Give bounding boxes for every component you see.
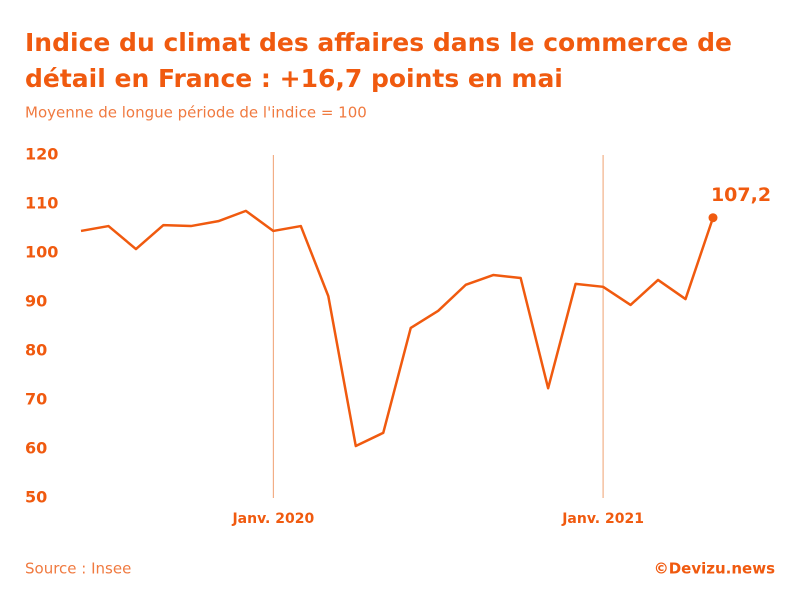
point <box>708 213 718 223</box>
y-tick-label: 90 <box>25 292 47 311</box>
y-tick-label: 110 <box>25 194 58 213</box>
x-tick-label: Janv. 2020 <box>231 511 314 527</box>
y-tick-label: 60 <box>25 439 47 458</box>
x-tick-label: Janv. 2021 <box>561 511 644 527</box>
subtitle: Moyenne de longue période de l'indice = … <box>25 104 367 122</box>
chart-title: détail en France : +16,7 points en mai <box>25 64 563 93</box>
y-tick-label: 50 <box>25 488 47 507</box>
credit: ©Devizu.news <box>654 560 775 578</box>
y-tick-label: 100 <box>25 243 58 262</box>
line <box>80 209 715 448</box>
source: Source : Insee <box>25 560 131 578</box>
chart-title: Indice du climat des affaires dans le co… <box>25 28 732 57</box>
y-tick-label: 80 <box>25 341 47 360</box>
value-label: 107,2 <box>711 184 771 206</box>
y-tick-label: 120 <box>25 145 58 164</box>
y-tick-label: 70 <box>25 390 47 409</box>
